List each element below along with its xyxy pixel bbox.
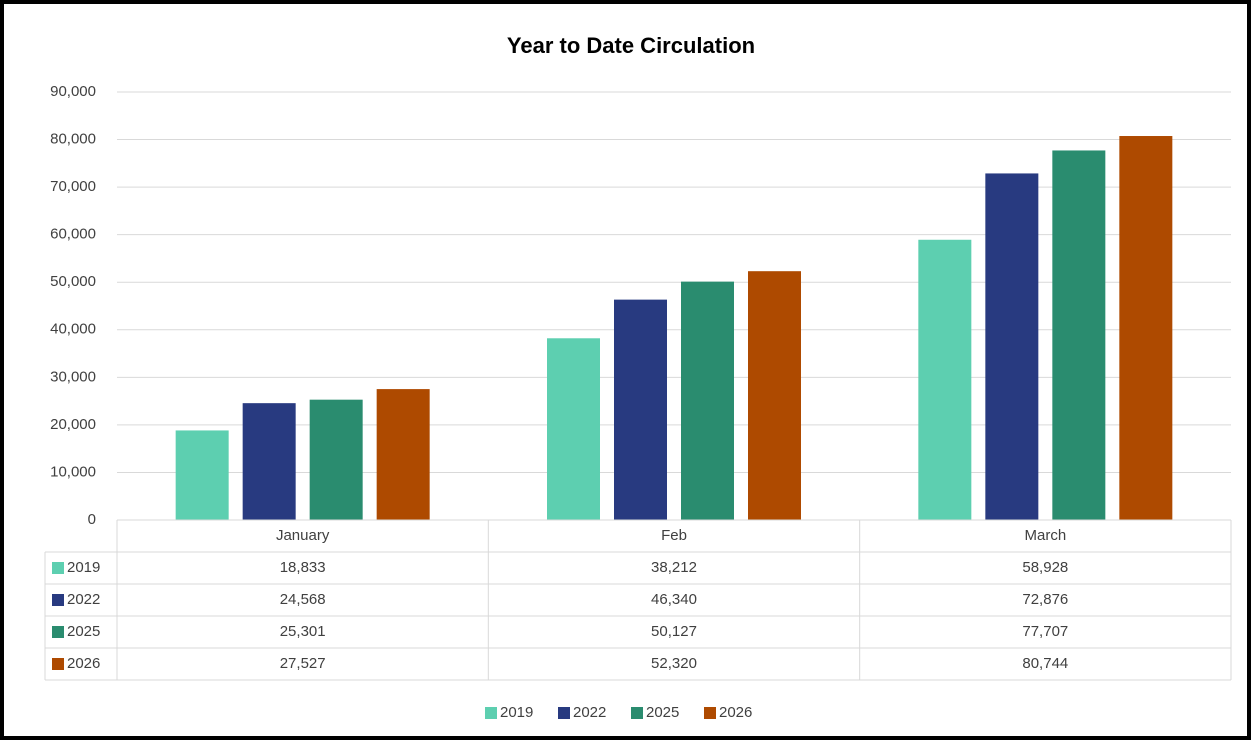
- table-cell: 25,301: [280, 623, 326, 640]
- table-cell: 72,876: [1022, 591, 1068, 608]
- legend-label: 2019: [500, 704, 533, 721]
- y-tick-label: 10,000: [50, 463, 96, 480]
- table-cell: 58,928: [1022, 559, 1068, 576]
- bar: [1052, 150, 1106, 521]
- y-tick-label: 70,000: [50, 178, 96, 195]
- chart-title: Year to Date Circulation: [507, 33, 755, 58]
- table-legend-key: [52, 562, 64, 574]
- bar: [614, 299, 667, 520]
- legend-key: [485, 707, 497, 719]
- table-cell: 77,707: [1022, 623, 1068, 640]
- bar: [175, 430, 229, 520]
- table-row-label: 2026: [67, 655, 100, 672]
- y-tick-label: 90,000: [50, 83, 96, 100]
- table-row-label: 2022: [67, 591, 100, 608]
- table-cell: 50,127: [651, 623, 697, 640]
- table-cell: 18,833: [280, 559, 326, 576]
- bar: [681, 281, 734, 520]
- y-tick-label: 40,000: [50, 321, 96, 338]
- y-tick-label: 60,000: [50, 226, 96, 243]
- legend-label: 2026: [719, 704, 752, 721]
- table-cell: 46,340: [651, 591, 697, 608]
- x-tick-label: March: [1024, 527, 1066, 544]
- table-legend-key: [52, 626, 64, 638]
- legend-key: [631, 707, 643, 719]
- table-legend-key: [52, 594, 64, 606]
- legend-key: [558, 707, 570, 719]
- bar: [918, 239, 972, 520]
- table-cell: 24,568: [280, 591, 326, 608]
- bar: [376, 389, 430, 520]
- x-tick-label: January: [276, 527, 330, 544]
- legend-key: [704, 707, 716, 719]
- legend-label: 2022: [573, 704, 606, 721]
- bar: [309, 399, 363, 520]
- y-tick-label: 30,000: [50, 368, 96, 385]
- table-cell: 80,744: [1022, 655, 1068, 672]
- y-tick-label: 20,000: [50, 416, 96, 433]
- bar: [1119, 136, 1173, 520]
- table-cell: 38,212: [651, 559, 697, 576]
- table-cell: 52,320: [651, 655, 697, 672]
- table-cell: 27,527: [280, 655, 326, 672]
- bar: [748, 271, 801, 520]
- bar: [547, 338, 600, 520]
- y-tick-label: 50,000: [50, 273, 96, 290]
- y-tick-label: 0: [88, 511, 96, 528]
- y-tick-label: 80,000: [50, 131, 96, 148]
- table-row-label: 2019: [67, 559, 100, 576]
- bar: [242, 403, 296, 520]
- bar: [985, 173, 1039, 520]
- legend-label: 2025: [646, 704, 679, 721]
- table-row-label: 2025: [67, 623, 100, 640]
- table-legend-key: [52, 658, 64, 670]
- x-tick-label: Feb: [661, 527, 687, 544]
